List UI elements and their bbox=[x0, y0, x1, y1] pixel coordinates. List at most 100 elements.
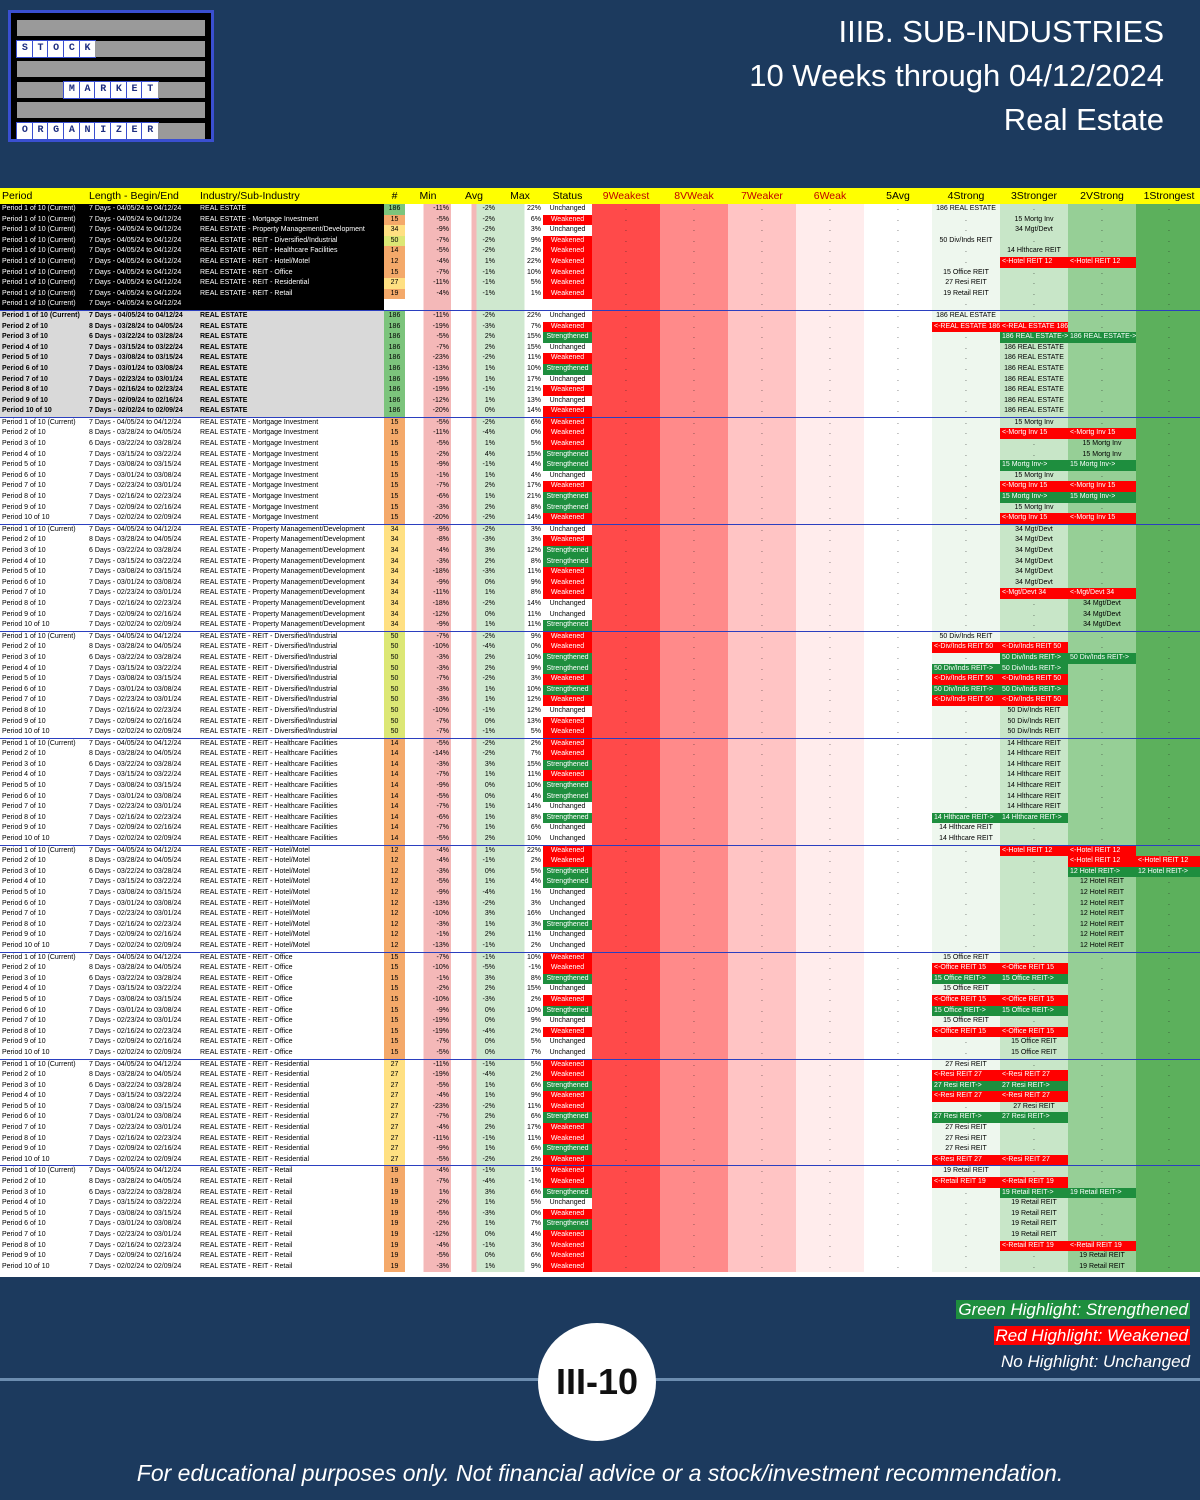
table-row: Period 1 of 10 (Current) 7 Days - 04/05/2… bbox=[0, 299, 1200, 311]
rank-empty-cell: . bbox=[1136, 1091, 1200, 1102]
max-cell: 5% bbox=[497, 727, 543, 739]
length-cell: 7 Days - 03/01/24 to 03/08/24 bbox=[89, 578, 182, 586]
avg-cell: 1% bbox=[451, 374, 497, 386]
rank-empty-cell: . bbox=[728, 631, 796, 643]
max-cell: 0% bbox=[497, 428, 543, 440]
rank-marker: <-Div/Inds REIT 50 bbox=[1000, 642, 1068, 653]
table-row: Period 1 of 10 (Current) 7 Days - 04/05/2… bbox=[0, 235, 1200, 247]
min-cell: -4% bbox=[405, 288, 451, 300]
rank-empty-cell: . bbox=[1000, 288, 1068, 300]
rank-empty-cell: . bbox=[728, 310, 796, 322]
min-cell: -4% bbox=[405, 1091, 451, 1102]
count-cell: 34 bbox=[384, 524, 405, 536]
count-cell: 34 bbox=[384, 535, 405, 546]
rank-empty-cell: . bbox=[728, 204, 796, 215]
period-cell: Period 6 of 10 bbox=[2, 1113, 46, 1121]
avg-cell: 0% bbox=[451, 609, 497, 621]
max-cell: 3% bbox=[497, 1240, 543, 1252]
rank-empty-cell: . bbox=[796, 994, 864, 1006]
rank-empty-cell: . bbox=[932, 395, 1000, 407]
period-cell: Period 1 of 10 (Current) bbox=[0, 288, 87, 300]
avg-cell: 1% bbox=[451, 1219, 497, 1230]
rank-marker: 27 Resi REIT-> bbox=[932, 1112, 1000, 1124]
logo-cell bbox=[126, 61, 143, 78]
rank-empty-cell: . bbox=[1136, 1123, 1200, 1134]
max-cell: 12% bbox=[497, 695, 543, 706]
rank-empty-cell: . bbox=[660, 1091, 728, 1102]
max-cell: 14% bbox=[497, 802, 543, 813]
rank-empty-cell: . bbox=[1136, 770, 1200, 782]
rank-empty-cell: . bbox=[592, 288, 660, 300]
rank-empty-cell: . bbox=[660, 781, 728, 792]
rank-empty-cell: . bbox=[1136, 588, 1200, 599]
status-cell: Weakened bbox=[543, 235, 592, 247]
min-cell: -5% bbox=[405, 417, 451, 429]
max-cell: 6% bbox=[497, 823, 543, 835]
rank-empty-cell: . bbox=[660, 770, 728, 782]
rank-empty-cell: . bbox=[796, 256, 864, 268]
period-cell: Period 8 of 10 bbox=[2, 706, 46, 714]
max-cell: 11% bbox=[497, 353, 543, 364]
avg-cell: 0% bbox=[451, 1251, 497, 1262]
rank-empty-cell: . bbox=[1136, 449, 1200, 461]
rank-marker: 15 Mortg Inv bbox=[1068, 449, 1136, 461]
length-cell: 7 Days - 02/02/24 to 02/09/24 bbox=[89, 941, 182, 949]
min-cell: -2% bbox=[405, 984, 451, 995]
industry-cell: REAL ESTATE - REIT - Residential bbox=[200, 1113, 310, 1121]
table-row: Period 10 of 10 7 Days - 02/02/24 to 02/0… bbox=[0, 727, 1200, 739]
rank-empty-cell: . bbox=[796, 802, 864, 813]
avg-cell: -2% bbox=[451, 225, 497, 236]
avg-cell: -1% bbox=[451, 1059, 497, 1071]
rank-empty-cell: . bbox=[796, 342, 864, 354]
rank-marker: 19 Retail REIT bbox=[1000, 1208, 1068, 1220]
period-cell: Period 1 of 10 (Current) bbox=[0, 267, 87, 279]
rank-marker: 15 Mortg Inv-> bbox=[1068, 460, 1136, 471]
min-cell: -7% bbox=[405, 631, 451, 643]
industry-cell: REAL ESTATE - Property Management/Develo… bbox=[200, 578, 365, 586]
rank-empty-cell: . bbox=[592, 395, 660, 407]
rank-marker: 15 Office REIT bbox=[1000, 1047, 1068, 1059]
min-cell: -7% bbox=[405, 1112, 451, 1124]
rank-empty-cell: . bbox=[796, 535, 864, 546]
min-cell: -13% bbox=[405, 940, 451, 953]
logo-cell bbox=[64, 20, 80, 37]
rank-marker: 34 Mgt/Devt bbox=[1000, 524, 1068, 536]
rank-empty-cell: . bbox=[796, 1080, 864, 1092]
rank-empty-cell: . bbox=[1136, 952, 1200, 964]
count-cell: 15 bbox=[384, 428, 405, 440]
rank-marker: 19 Retail REIT bbox=[1068, 1261, 1136, 1273]
max-cell: 2% bbox=[497, 856, 543, 867]
min-cell: -20% bbox=[405, 406, 451, 418]
rank-empty-cell: . bbox=[864, 546, 932, 557]
rank-empty-cell: . bbox=[1068, 406, 1136, 418]
rank-marker: <-Div/Inds REIT 50 bbox=[932, 674, 1000, 685]
rank-marker: 15 Office REIT-> bbox=[932, 1005, 1000, 1017]
min-cell: -5% bbox=[405, 439, 451, 450]
count-cell: 34 bbox=[384, 546, 405, 557]
rank-empty-cell: . bbox=[728, 1112, 796, 1124]
logo-cell: T bbox=[31, 39, 50, 58]
industry-cell: REAL ESTATE - REIT - Office bbox=[200, 974, 293, 982]
rank-marker: 14 Hlthcare REIT bbox=[1000, 770, 1068, 782]
rank-empty-cell: . bbox=[1068, 1101, 1136, 1113]
min-cell: -3% bbox=[405, 684, 451, 696]
status-cell: Weakened bbox=[543, 278, 592, 289]
length-cell: 7 Days - 02/09/24 to 02/16/24 bbox=[89, 1252, 182, 1260]
industry-cell: REAL ESTATE - REIT - Diversified/Industr… bbox=[200, 653, 338, 661]
rank-empty-cell: . bbox=[660, 256, 728, 268]
rank-empty-cell: . bbox=[864, 288, 932, 300]
rank-empty-cell: . bbox=[592, 417, 660, 429]
table-row: Period 2 of 10 8 Days - 03/28/24 to 04/05… bbox=[0, 856, 1200, 867]
rank-empty-cell: . bbox=[660, 940, 728, 953]
length-cell: 7 Days - 04/05/24 to 04/12/24 bbox=[89, 418, 182, 426]
rank-empty-cell: . bbox=[1136, 1133, 1200, 1145]
min-cell: -10% bbox=[405, 994, 451, 1006]
avg-cell: -2% bbox=[451, 204, 497, 215]
rank-empty-cell: . bbox=[728, 1037, 796, 1048]
avg-cell: -1% bbox=[451, 288, 497, 300]
industry-cell: REAL ESTATE - Property Management/Develo… bbox=[200, 557, 365, 565]
rank-empty-cell: . bbox=[592, 1059, 660, 1071]
count-cell: 19 bbox=[384, 1187, 405, 1199]
rank-empty-cell: . bbox=[592, 204, 660, 215]
rank-empty-cell: . bbox=[1136, 288, 1200, 300]
